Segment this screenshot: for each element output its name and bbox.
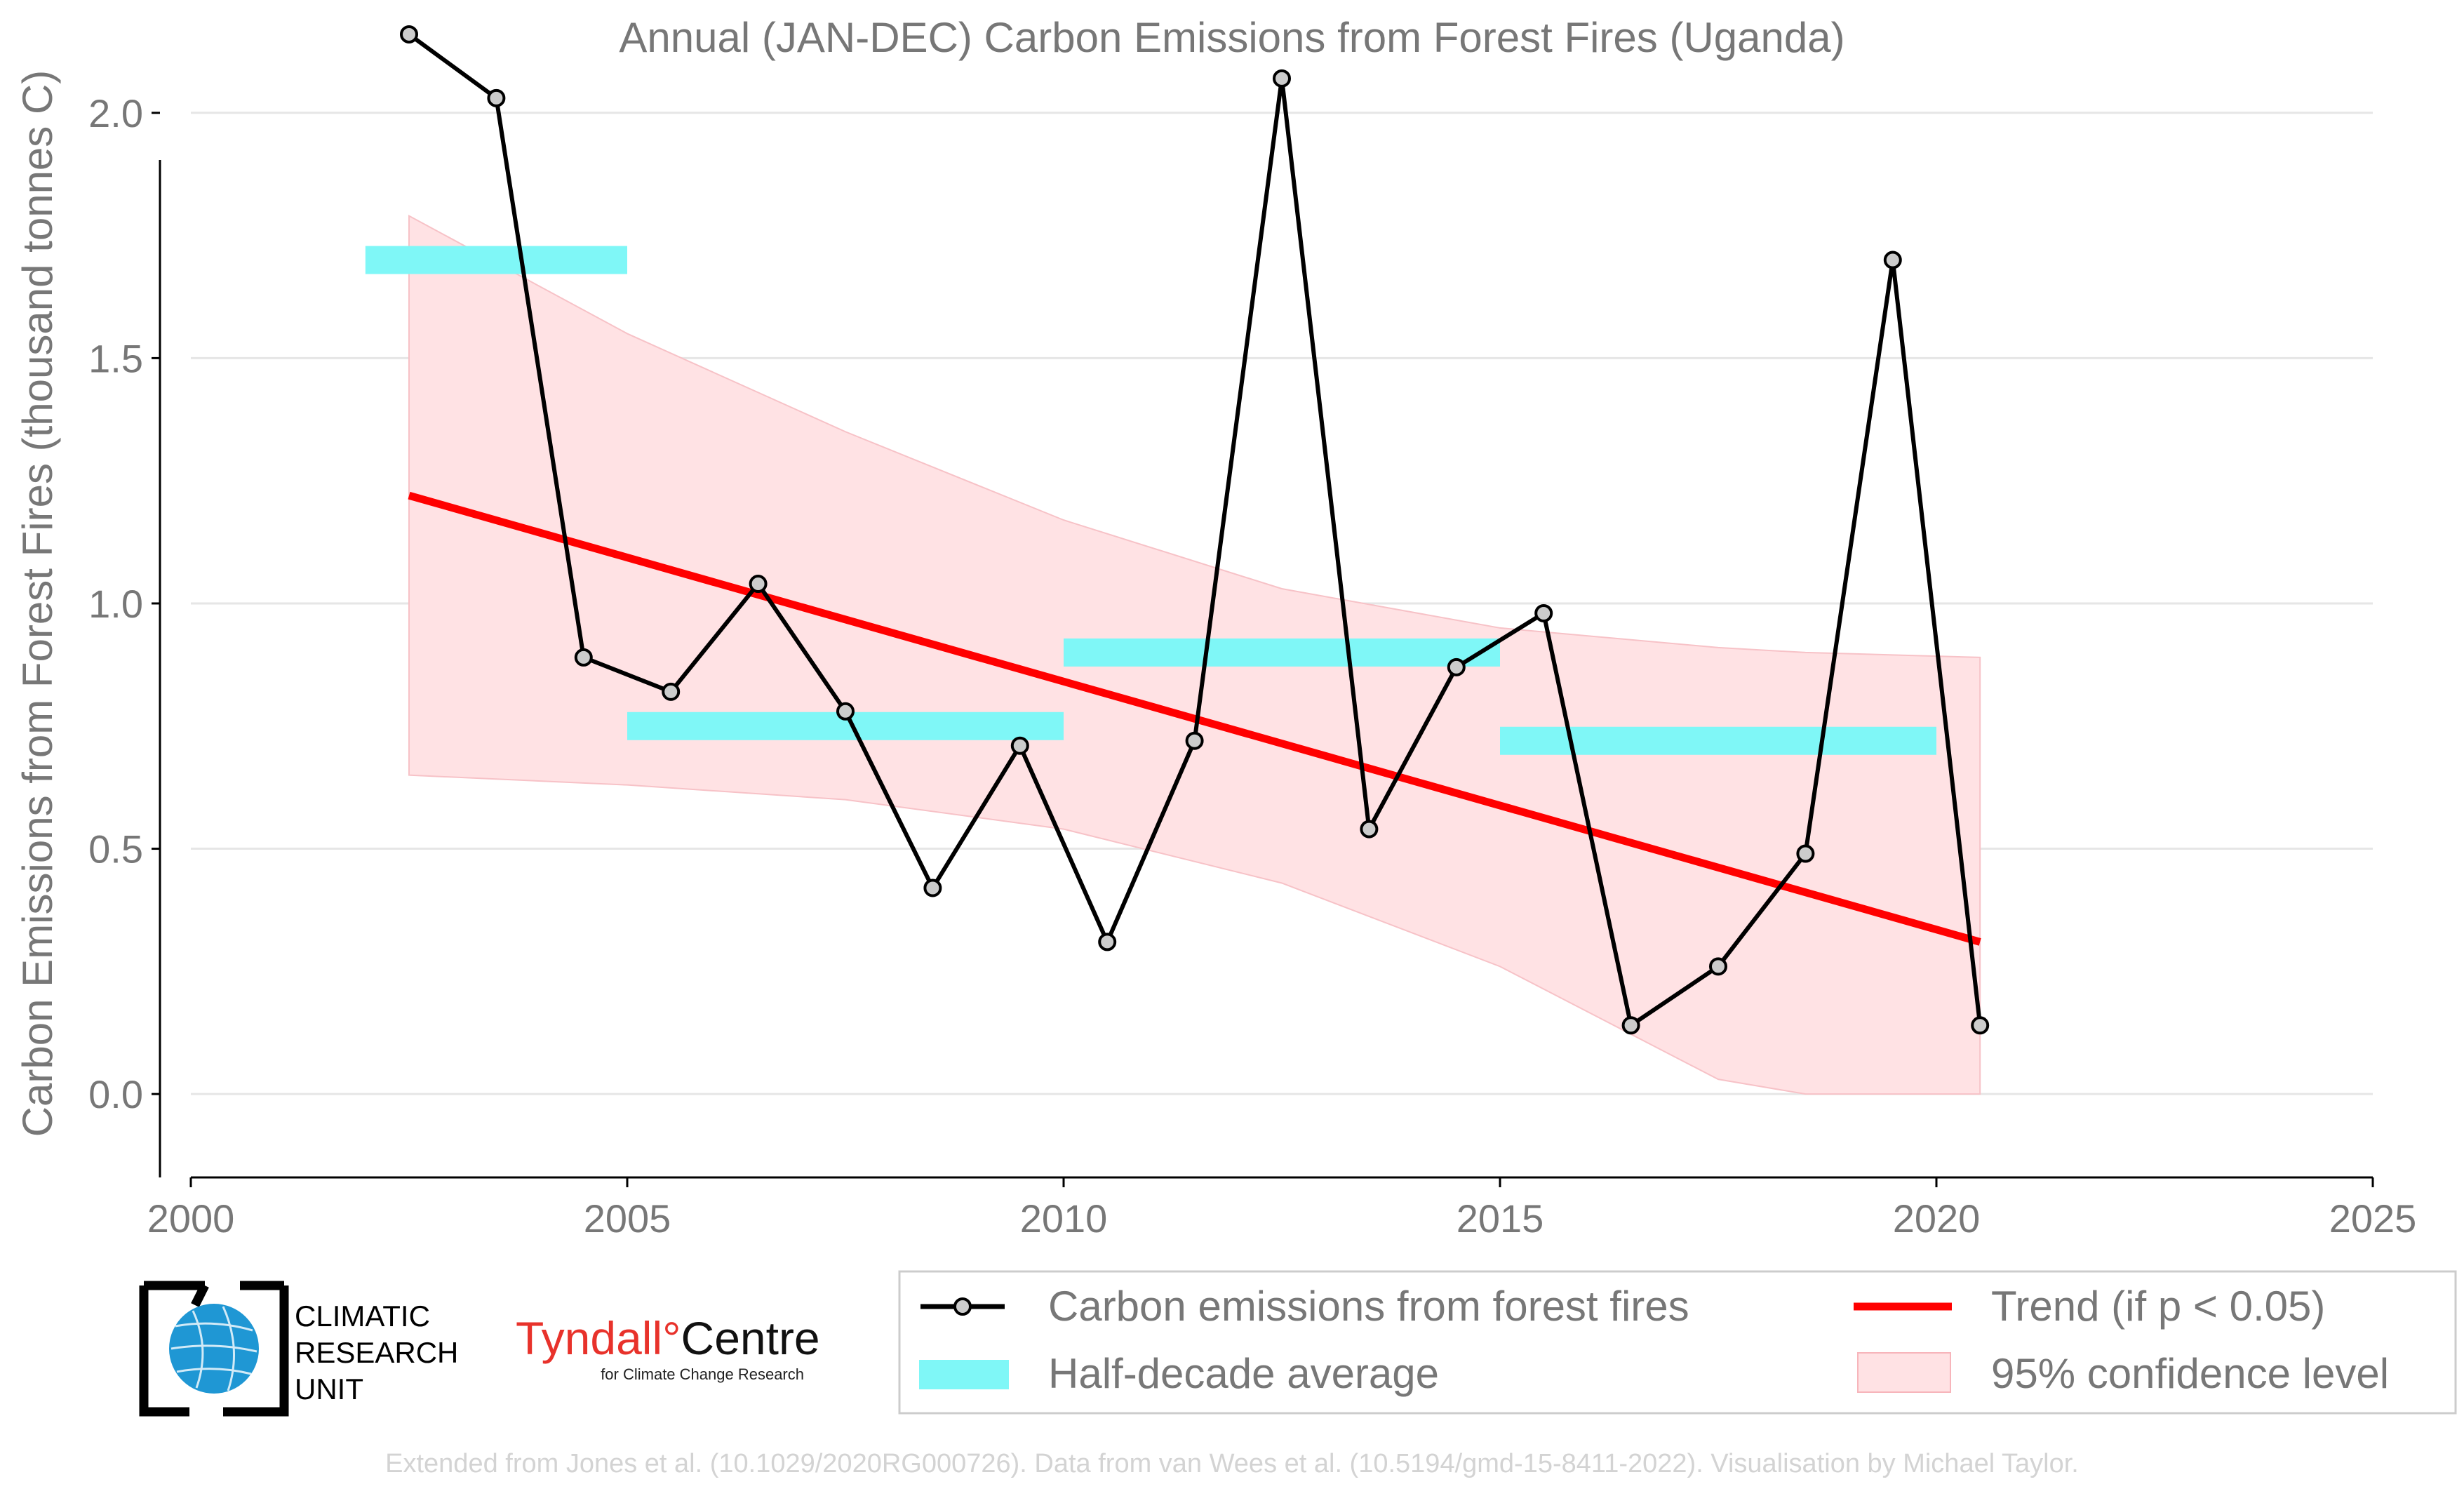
legend-swatch-series-marker (953, 1297, 972, 1316)
half-decade-bar-2 (1064, 638, 1500, 667)
globe-lines (170, 1306, 257, 1391)
x-tick-label-3: 2015 (1457, 1196, 1544, 1241)
trend-line-segment (408, 491, 1981, 946)
tyndall-logo: Tyndall°Centre for Climate Change Resear… (516, 1312, 820, 1383)
legend: Carbon emissions from forest fires Half-… (898, 1270, 2457, 1415)
data-point-7 (1010, 736, 1029, 755)
cru-logo-line-1: CLIMATIC (295, 1300, 430, 1333)
data-point-5 (836, 702, 855, 721)
data-point-16 (1796, 844, 1815, 863)
data-point-2 (574, 648, 593, 667)
cru-logo-frame (139, 1281, 289, 1417)
legend-label-average: Half-decade average (1048, 1350, 1439, 1397)
x-tick-label-4: 2020 (1893, 1196, 1981, 1241)
cru-logo-line-2: RESEARCH (295, 1336, 458, 1369)
x-tick-label-0: 2000 (147, 1196, 235, 1241)
data-point-17 (1883, 251, 1902, 269)
x-tick-label-2: 2010 (1020, 1196, 1108, 1241)
data-point-1 (487, 88, 506, 107)
x-tick-label-1: 2005 (584, 1196, 671, 1241)
credit-line: Extended from Jones et al. (10.1029/2020… (385, 1449, 2079, 1478)
half-decade-bar-3 (1500, 726, 1936, 755)
y-ticks: 0.0 0.5 1.0 1.5 2.0 (88, 91, 160, 1116)
data-point-10 (1273, 69, 1291, 88)
legend-frame (898, 1270, 2457, 1415)
data-point-13 (1534, 603, 1553, 622)
y-tick-label-0: 0.0 (88, 1072, 143, 1116)
data-point-15 (1709, 957, 1727, 976)
data-point-11 (1360, 820, 1379, 839)
data-point-12 (1447, 657, 1466, 676)
data-point-4 (749, 575, 768, 594)
legend-label-confidence: 95% confidence level (1991, 1350, 2389, 1397)
legend-label-series: Carbon emissions from forest fires (1048, 1283, 1689, 1330)
trend-line (408, 491, 1981, 946)
tyndall-logo-main: Tyndall°Centre (516, 1312, 820, 1364)
half-decade-bar-0 (365, 246, 627, 274)
chart-title: Annual (JAN-DEC) Carbon Emissions from F… (619, 14, 1844, 61)
tyndall-logo-degree: ° (662, 1312, 681, 1364)
tyndall-logo-red-part: Tyndall (516, 1312, 662, 1364)
data-point-3 (662, 682, 681, 701)
legend-swatch-average (919, 1360, 1009, 1389)
y-tick-label-2: 1.0 (88, 582, 143, 626)
data-point-6 (923, 879, 942, 897)
data-point-8 (1098, 933, 1117, 951)
tyndall-logo-black-part: Centre (681, 1312, 820, 1364)
data-point-0 (400, 25, 418, 44)
y-tick-label-4: 2.0 (88, 91, 143, 135)
legend-swatch-confidence (1857, 1352, 1951, 1393)
cru-logo: CLIMATIC RESEARCH UNIT (139, 1281, 458, 1417)
data-point-18 (1971, 1016, 1990, 1035)
y-tick-label-3: 1.5 (88, 336, 143, 380)
series-points (400, 25, 1990, 1035)
x-ticks: 2000 2005 2010 2015 2020 2025 (147, 1177, 2417, 1241)
data-point-9 (1185, 731, 1204, 750)
x-tick-label-5: 2025 (2329, 1196, 2417, 1241)
tyndall-logo-subtitle: for Climate Change Research (601, 1365, 804, 1383)
cru-logo-line-3: UNIT (295, 1373, 363, 1405)
y-tick-label-1: 0.5 (88, 827, 143, 871)
data-point-14 (1621, 1016, 1640, 1035)
legend-label-trend: Trend (if p < 0.05) (1991, 1283, 2325, 1330)
y-axis-label: Carbon Emissions from Forest Fires (thou… (14, 70, 61, 1137)
